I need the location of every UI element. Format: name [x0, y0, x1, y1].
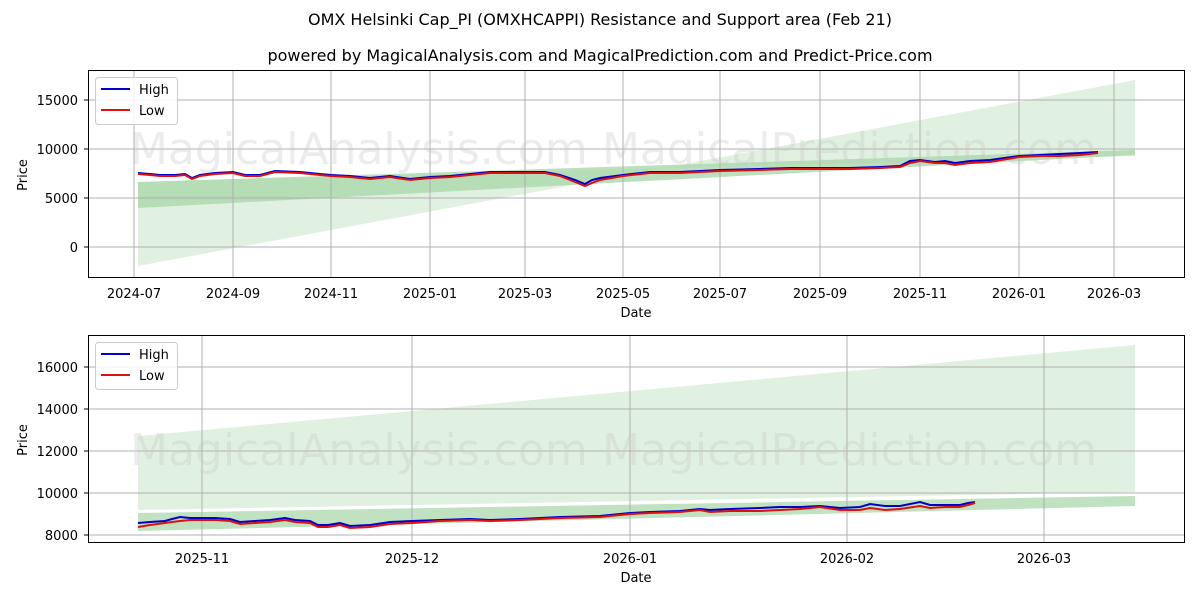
svg-text:2026-03: 2026-03 [1017, 552, 1071, 567]
bottom-chart: MagicalAnalysis.com MagicalPrediction.co… [16, 335, 1185, 586]
svg-text:16000: 16000 [37, 361, 78, 376]
svg-text:2026-01: 2026-01 [603, 552, 657, 567]
low-line [137, 502, 976, 530]
svg-text:2025-11: 2025-11 [175, 552, 229, 567]
svg-text:10000: 10000 [37, 143, 78, 158]
top-y-ticks: 15000 10000 5000 0 [37, 94, 78, 256]
svg-text:2024-09: 2024-09 [206, 287, 260, 302]
svg-text:2024-11: 2024-11 [304, 287, 358, 302]
svg-text:5000: 5000 [45, 192, 78, 207]
top-grid [89, 71, 1185, 277]
top-legend: High Low [95, 77, 178, 125]
svg-text:14000: 14000 [37, 403, 78, 418]
bottom-axes-frame [88, 335, 1185, 543]
chart-title: OMX Helsinki Cap_PI (OMXHCAPPI) Resistan… [307, 10, 892, 29]
top-y-axis-label: Price [16, 159, 31, 191]
top-chart: MagicalAnalysis.com MagicalPrediction.co… [16, 70, 1185, 321]
bottom-x-ticks: 2025-11 2025-12 2026-01 2026-02 2026-03 [175, 552, 1071, 567]
top-x-ticks: 2024-07 2024-09 2024-11 2025-01 2025-03 … [107, 287, 1141, 302]
legend-high-label: High [139, 348, 169, 363]
svg-text:2025-09: 2025-09 [793, 287, 847, 302]
svg-text:0: 0 [70, 241, 78, 256]
svg-text:2025-12: 2025-12 [385, 552, 439, 567]
bottom-x-axis-label: Date [620, 571, 651, 586]
legend-high-label: High [139, 83, 169, 98]
top-axes-frame [88, 70, 1185, 278]
legend-low-label: Low [139, 104, 165, 119]
bottom-grid [89, 336, 1185, 542]
svg-text:10000: 10000 [37, 487, 78, 502]
svg-text:2026-01: 2026-01 [992, 287, 1046, 302]
svg-text:2025-07: 2025-07 [693, 287, 747, 302]
svg-text:2026-02: 2026-02 [820, 552, 874, 567]
watermark: MagicalAnalysis.com [130, 425, 588, 476]
watermark: MagicalPrediction.com [602, 425, 1097, 476]
resistance-band [138, 345, 1135, 510]
low-line [137, 152, 1099, 188]
bottom-y-ticks: 16000 14000 12000 10000 8000 [37, 361, 78, 544]
svg-text:2025-11: 2025-11 [893, 287, 947, 302]
support-band [138, 150, 1135, 208]
top-x-axis-label: Date [620, 306, 651, 321]
svg-text:2025-05: 2025-05 [596, 287, 650, 302]
legend-low-label: Low [139, 369, 165, 384]
svg-text:2026-03: 2026-03 [1087, 287, 1141, 302]
watermark: MagicalPrediction.com [602, 124, 1097, 175]
svg-text:12000: 12000 [37, 445, 78, 460]
svg-text:8000: 8000 [45, 529, 78, 544]
bottom-legend: High Low [95, 342, 178, 390]
svg-text:15000: 15000 [37, 94, 78, 109]
chart-subtitle: powered by MagicalAnalysis.com and Magic… [267, 46, 933, 65]
svg-text:2025-01: 2025-01 [403, 287, 457, 302]
watermark: MagicalAnalysis.com [130, 124, 588, 175]
svg-text:2025-03: 2025-03 [498, 287, 552, 302]
bottom-y-axis-label: Price [16, 424, 31, 456]
svg-text:2024-07: 2024-07 [107, 287, 161, 302]
